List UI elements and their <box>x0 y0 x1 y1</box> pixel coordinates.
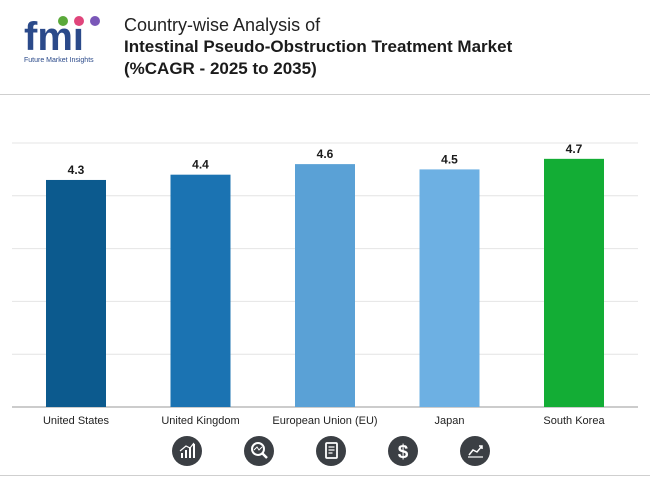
x-tick-label: United States <box>43 415 110 427</box>
bar-1 <box>170 174 231 407</box>
magnifier-chart-icon <box>244 436 274 466</box>
header-divider <box>0 94 650 95</box>
bar-4 <box>544 158 604 407</box>
brand-tagline: Future Market Insights <box>24 57 94 64</box>
trend-line-icon <box>460 436 490 466</box>
title-line-2: Intestinal Pseudo-Obstruction Treatment … <box>124 37 513 56</box>
bar-value-label: 4.6 <box>317 147 334 161</box>
bar-growth-icon <box>172 436 202 466</box>
bar-value-label: 4.7 <box>566 142 583 156</box>
footer-icon-row: $ <box>0 436 650 470</box>
fmi-logo-mark-icon: fmi <box>24 15 100 56</box>
bar-value-label: 4.4 <box>192 158 209 172</box>
dollar-icon: $ <box>388 436 418 466</box>
chart-title: Country-wise Analysis of Intestinal Pseu… <box>124 14 512 80</box>
x-tick-label: European Union (EU) <box>272 415 377 427</box>
bar-value-label: 4.5 <box>441 152 458 166</box>
footer-divider <box>0 475 650 476</box>
x-tick-label: South Korea <box>543 415 605 427</box>
x-tick-label: United Kingdom <box>161 415 239 427</box>
bar-0 <box>46 179 106 407</box>
bar-2 <box>295 164 355 407</box>
bar-3 <box>419 169 480 407</box>
bar-value-label: 4.3 <box>68 163 85 177</box>
fmi-logo-letters: fmi <box>24 15 84 56</box>
fmi-logo: fmi Future Market Insights <box>24 12 108 68</box>
header: fmi Future Market Insights Country-wise … <box>0 0 650 96</box>
title-line-3: (%CAGR - 2025 to 2035) <box>124 59 317 78</box>
svg-text:$: $ <box>398 442 409 463</box>
title-line-1: Country-wise Analysis of <box>124 15 321 35</box>
x-tick-label: Japan <box>435 415 465 427</box>
report-document-icon <box>316 436 346 466</box>
